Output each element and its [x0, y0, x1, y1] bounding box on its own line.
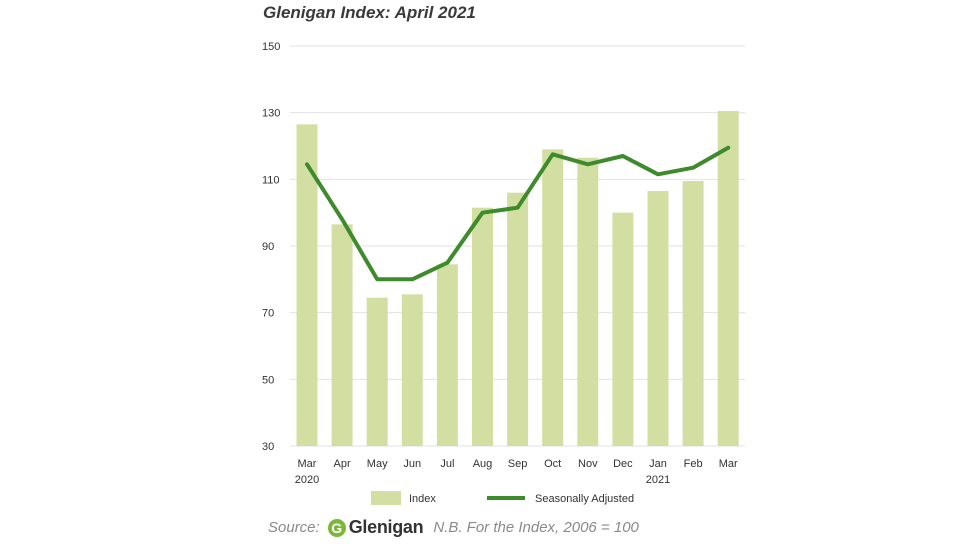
glenigan-logo-text: Glenigan — [348, 517, 424, 537]
y-tick-label: 150 — [262, 41, 280, 53]
index-bar — [296, 124, 318, 446]
y-tick-label: 130 — [262, 108, 280, 120]
x-tick-label: Aug — [473, 458, 493, 470]
index-bars — [296, 111, 739, 447]
x-tick-label: May — [367, 458, 388, 470]
index-bar — [401, 294, 423, 446]
x-axis-tick-labels: Mar 2020 Apr May Jun Jul Aug Sep Oct Nov Dec Jan 202… — [295, 458, 738, 486]
x-tick-label: Sep — [508, 458, 528, 470]
x-tick-label: Dec — [613, 458, 633, 470]
legend-label-seasonally-adjusted: Seasonally Adjusted — [535, 493, 634, 505]
x-tick-label: Nov — [578, 458, 598, 470]
footer: Source: G Glenigan N.B. For the Index, 2… — [268, 517, 639, 538]
index-bar — [472, 207, 493, 446]
x-tick-label: Apr — [334, 458, 351, 470]
index-bar — [612, 212, 634, 446]
index-bar — [331, 224, 353, 446]
index-bar — [717, 111, 739, 446]
seasonally-adjusted-line-group — [305, 145, 731, 282]
legend: Index Seasonally Adjusted — [371, 491, 634, 505]
glenigan-logo-icon: G — [327, 518, 346, 537]
legend-label-index: Index — [409, 493, 436, 505]
y-axis-tick-labels: 30 50 70 90 110 130 150 — [262, 41, 280, 453]
x-tick-label: Mar — [719, 458, 738, 470]
index-bar — [507, 192, 529, 446]
index-bar — [366, 297, 388, 446]
x-tick-label: Mar — [298, 458, 317, 470]
footer-note: N.B. For the Index, 2006 = 100 — [433, 519, 639, 536]
index-bar — [577, 157, 599, 446]
x-tick-label: Jun — [403, 458, 421, 470]
glenigan-logo: G Glenigan — [327, 517, 424, 538]
y-tick-label: 30 — [262, 441, 274, 453]
y-tick-label: 50 — [262, 374, 274, 386]
x-tick-label: Jan — [649, 458, 667, 470]
seasonally-adjusted-line — [305, 145, 731, 282]
x-tick-label: Oct — [544, 458, 561, 470]
x-tick-sublabel: 2020 — [295, 474, 319, 486]
index-bar — [647, 191, 669, 446]
x-tick-label: Jul — [440, 458, 454, 470]
x-tick-label: Feb — [684, 458, 703, 470]
legend-swatch-index — [371, 491, 401, 505]
y-tick-label: 110 — [262, 174, 280, 186]
x-tick-sublabel: 2021 — [646, 474, 670, 486]
chart-title: Glenigan Index: April 2021 — [263, 3, 476, 22]
chart: 30 50 70 90 110 130 150 Mar 2020 Apr May Jun Jul Aug… — [262, 41, 745, 505]
index-bar — [682, 181, 704, 446]
index-bar — [542, 149, 564, 447]
source-label: Source: — [268, 519, 320, 536]
index-bar — [436, 264, 458, 446]
y-tick-label: 70 — [262, 308, 274, 320]
y-tick-label: 90 — [262, 241, 274, 253]
